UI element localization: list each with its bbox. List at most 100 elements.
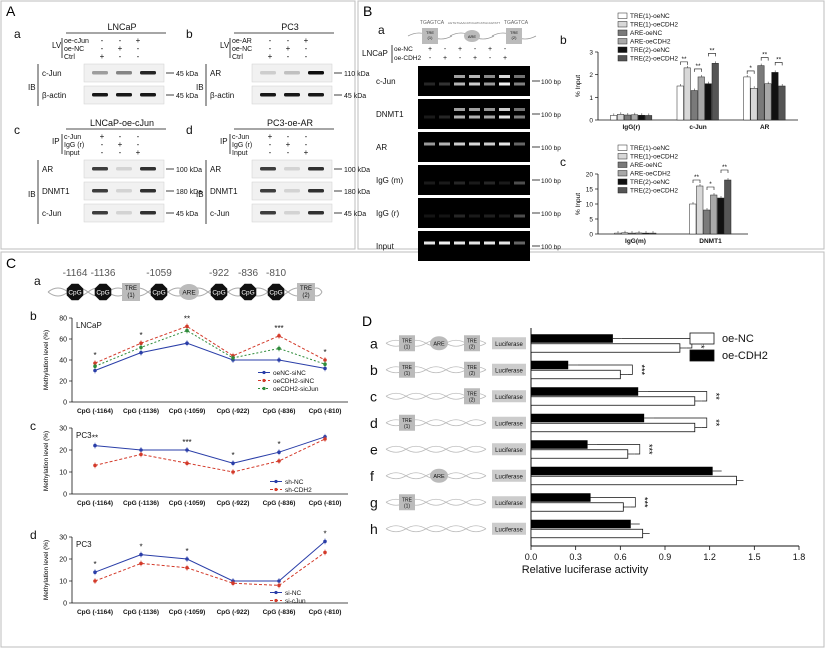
blot-band-b xyxy=(260,71,276,75)
gel-lane xyxy=(418,66,530,96)
chartBc-bar xyxy=(703,209,711,235)
chartCd-series-line xyxy=(94,541,326,582)
luc-tre1-label-line: (1) xyxy=(404,371,410,377)
chartBc-bar xyxy=(649,232,657,235)
blot-membrane-d xyxy=(251,159,333,179)
chartCc-sig-label: * xyxy=(277,440,280,449)
blot-band-a xyxy=(92,71,108,75)
luc-reporter-label: Luciferase xyxy=(495,474,523,480)
blot-mark-b: + xyxy=(304,36,309,45)
cpg-octagon xyxy=(150,283,168,301)
chartCc-series-line xyxy=(94,438,326,473)
luc-tre2-box xyxy=(464,335,480,352)
gel-lane xyxy=(418,165,530,195)
blot-mark-a: + xyxy=(118,44,123,53)
cpg-label: CpG xyxy=(241,290,254,297)
cpg-label: CpG xyxy=(68,290,81,297)
chartCc-sig-label: ** xyxy=(92,434,98,443)
chartCd-category-label: CpG (-922) xyxy=(217,609,250,616)
blot-row-label-a: oe-NC xyxy=(64,46,84,53)
blot-mark-a: - xyxy=(119,36,122,45)
luc-x-tick-label: 0.6 xyxy=(614,552,627,562)
chartCb-legend-marker xyxy=(262,378,266,383)
luc-are-label: ARE xyxy=(433,341,445,347)
chartCc-category-label: CpG (-810) xyxy=(309,500,342,507)
gel-band xyxy=(454,115,465,119)
gel-band xyxy=(454,241,465,245)
gel-band xyxy=(514,241,525,245)
tre2-label: TRE (2) xyxy=(300,286,312,299)
chartBb-bar xyxy=(711,63,719,121)
gel-bp-label: 100 bp xyxy=(541,244,561,251)
gel-mark: + xyxy=(458,46,462,53)
chartBb-legend-swatch xyxy=(617,29,628,36)
cpg-position-label: -1059 xyxy=(146,268,172,279)
luc-sig-label: *** xyxy=(639,497,649,508)
luc-tre2-label-line: (2) xyxy=(469,371,475,377)
blot-band-label-c: c-Jun xyxy=(42,209,62,218)
chartCb-sig-label: * xyxy=(139,331,142,340)
gel-band xyxy=(454,214,465,218)
chartCb-legend-label: oeCDH2-siNC xyxy=(273,378,314,385)
luc-x-tick-label: 0.0 xyxy=(525,552,538,562)
chartBb-y-tick-label: 2 xyxy=(589,72,593,79)
chartCc-y-tick-label: 10 xyxy=(59,470,67,477)
chartCb-y-tick-label: 20 xyxy=(59,379,67,386)
gel-lane xyxy=(418,198,530,228)
luc-bar-oe-NC xyxy=(530,369,621,380)
luc-are-ellipse xyxy=(430,468,448,483)
gel-bp-label: 100 bp xyxy=(541,112,561,119)
chartCc-category-label: CpG (-1136) xyxy=(123,500,159,507)
blot-title-d: PC3-oe-AR xyxy=(267,118,314,128)
chartBc-legend-swatch xyxy=(617,170,628,177)
chartCd-legend-label: si-cJun xyxy=(285,598,306,605)
chartBc-bar xyxy=(724,179,732,235)
chartBb-bar xyxy=(645,115,653,121)
chartCc-title: PC3 xyxy=(76,431,92,440)
luc-reporter-box xyxy=(492,443,526,456)
gel-band xyxy=(514,82,525,86)
blot-band-c xyxy=(92,189,108,193)
chartBc-category-label: DNMT1 xyxy=(699,238,722,245)
panel-letter-C: C xyxy=(6,255,16,271)
gel-band xyxy=(424,241,435,245)
gel-band xyxy=(424,115,435,119)
blot-band-label-d: DNMT1 xyxy=(210,187,238,196)
chartBb-category-label: IgG(r) xyxy=(622,124,640,131)
luc-x-tick-label: 1.2 xyxy=(703,552,716,562)
gel-top-label-1: ARE xyxy=(468,34,477,39)
chartCc-y-tick-label: 0 xyxy=(63,492,67,499)
chartCd-category-label: CpG (-1136) xyxy=(123,609,159,616)
blot-band-label-c: DNMT1 xyxy=(42,187,70,196)
chartBc-bar xyxy=(696,185,704,235)
luc-row-letter: d xyxy=(370,415,378,431)
chartBb-legend-label: ARE-oeNC xyxy=(630,30,662,37)
chartBb-legend-swatch xyxy=(617,55,628,62)
chartCd-sig-label: * xyxy=(185,547,188,556)
luc-bar-oe-CDH2 xyxy=(531,387,639,396)
chartBb-sig-bracket xyxy=(708,53,716,57)
blot-band-a xyxy=(116,71,132,75)
cpg-position-label: -1164 xyxy=(63,268,88,279)
luc-x-tick-label: 0.9 xyxy=(659,552,672,562)
gel-bp-label: 100 bp xyxy=(541,145,561,152)
luc-tre1-label: TRE (1) xyxy=(402,338,413,350)
luc-reporter-label: Luciferase xyxy=(495,448,523,454)
cpg-octagon xyxy=(267,283,285,301)
chartBc-bar xyxy=(614,232,622,235)
chartCb-panel-letter: b xyxy=(30,309,37,323)
luc-tre1-label: TRE (1) xyxy=(402,365,413,377)
luc-legend-label: oe-CDH2 xyxy=(722,350,768,362)
blot-mark-b: - xyxy=(269,44,272,53)
gel-top-label-0-line: (1) xyxy=(428,35,434,40)
gel-lane xyxy=(418,99,530,129)
chartCc-legend-marker xyxy=(274,487,278,492)
chartBc-y-tick-label: 0 xyxy=(589,232,593,239)
luc-tre1-label-line: TRE xyxy=(402,365,413,371)
tre1-label: TRE (1) xyxy=(125,286,137,299)
gel-mark: - xyxy=(489,55,492,62)
chartCc-legend-label: sh-NC xyxy=(285,479,304,486)
gel-top-label-0-line: TRE xyxy=(426,30,434,35)
chartBb-panel-letter: b xyxy=(560,33,567,47)
luc-reporter-box xyxy=(492,522,526,535)
